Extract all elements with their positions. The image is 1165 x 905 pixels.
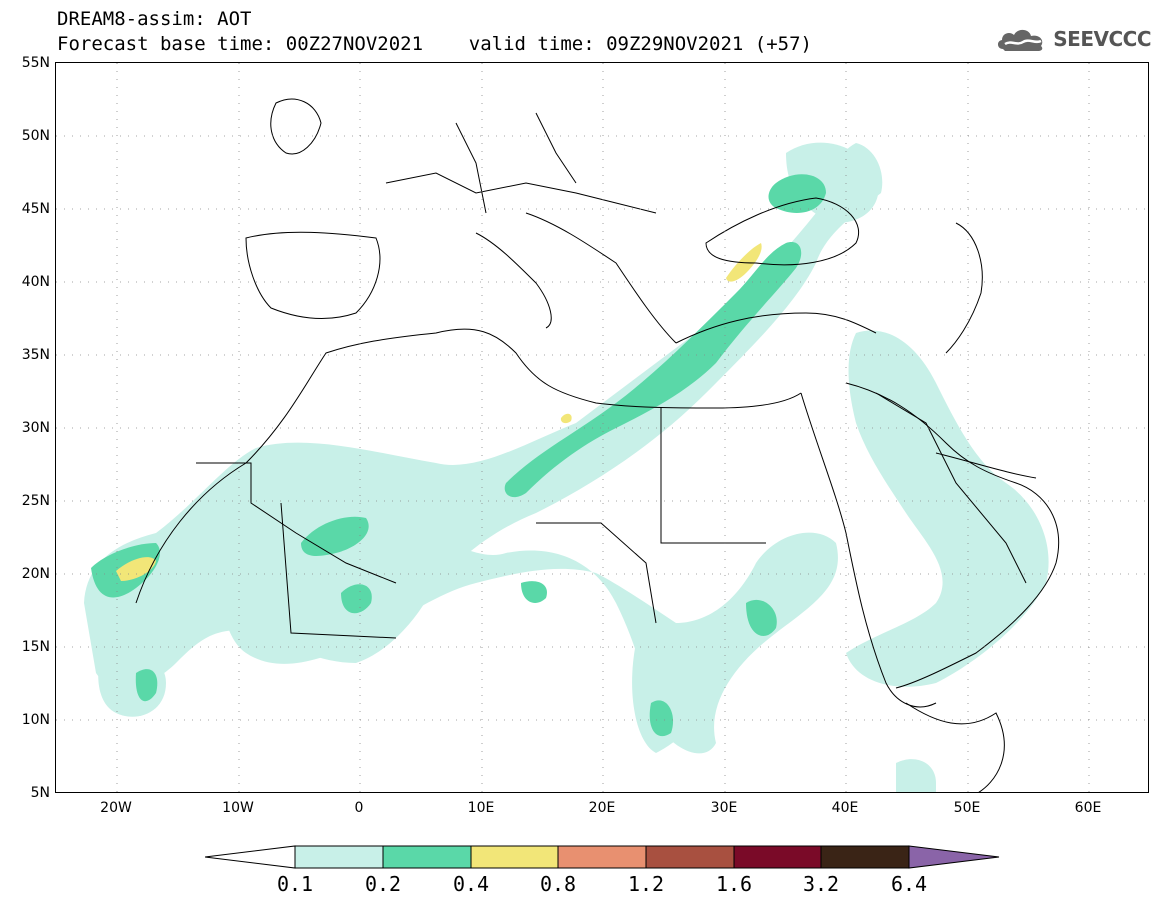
colorbar-segment <box>557 845 647 869</box>
coastline-horn <box>905 702 1005 792</box>
lon-label: 20E <box>588 800 616 816</box>
colorbar-high-arrow <box>908 845 1000 869</box>
border-mali-niger <box>280 502 397 639</box>
lat-label: 30N <box>21 420 50 436</box>
coastline-uk <box>270 98 322 155</box>
colorbar-tick-label: 6.4 <box>890 872 928 896</box>
coastlines-borders <box>135 98 1060 792</box>
lat-label: 25N <box>21 493 50 509</box>
logo-text: SEEVCCC <box>1053 27 1151 51</box>
coastline-balkans <box>525 212 677 344</box>
aot-plume-niger <box>341 584 372 614</box>
colorbar-tick-label: 1.2 <box>627 872 665 896</box>
colorbar-segment <box>733 845 822 869</box>
colorbar-tick-label: 0.8 <box>539 872 577 896</box>
lon-label: 20W <box>100 800 132 816</box>
lon-label: 60E <box>1074 800 1102 816</box>
forecast-time-line: Forecast base time: 00Z27NOV2021 valid t… <box>57 33 812 55</box>
aot-plume-crimea <box>768 174 826 213</box>
aot-plume-guinea <box>135 669 158 702</box>
lat-label: 40N <box>21 274 50 290</box>
lat-label: 35N <box>21 347 50 363</box>
colorbar-tick-label: 0.1 <box>276 872 314 896</box>
map-area <box>55 62 1149 793</box>
lat-label: 15N <box>21 639 50 655</box>
aot-plume-chad <box>521 581 547 603</box>
coastline-caspian <box>945 222 983 354</box>
colorbar-segment <box>382 845 472 869</box>
colorbar-segment <box>294 845 384 869</box>
colorbar-tick-label: 3.2 <box>802 872 840 896</box>
coastline-italy <box>475 232 552 329</box>
border-europe-1 <box>385 172 657 214</box>
lon-label: 10E <box>467 800 495 816</box>
aot-plume-high-3 <box>560 413 572 424</box>
aot-plume-sudan-green <box>746 599 777 636</box>
aot-plume-arabia <box>846 330 1049 687</box>
lon-label: 10W <box>222 800 254 816</box>
lat-label: 45N <box>21 201 50 217</box>
colorbar-segment <box>645 845 735 869</box>
aot-plume-ss <box>649 700 674 737</box>
lat-label: 20N <box>21 566 50 582</box>
border-libya-egypt <box>660 408 766 544</box>
border-algeria-mali <box>196 462 397 584</box>
coastline-arabia <box>845 382 1060 689</box>
border-europe-2 <box>455 122 487 214</box>
border-europe-3 <box>535 112 577 184</box>
seevccc-logo: SEEVCCC <box>995 25 1151 53</box>
coastline-black-sea <box>705 197 860 266</box>
coastline-red-sea <box>800 392 937 708</box>
lon-label: 30E <box>710 800 738 816</box>
colorbar-tick-label: 0.4 <box>452 872 490 896</box>
coastline-turkey <box>675 312 877 344</box>
border-saudi <box>875 392 1027 584</box>
colorbar-tick-label: 1.6 <box>715 872 753 896</box>
coastline-iberia <box>245 231 381 319</box>
colorbar-low-arrow <box>205 845 296 869</box>
aot-colorbar <box>205 845 1000 869</box>
colorbar-tick-label: 0.2 <box>364 872 402 896</box>
aot-plume-high-1 <box>116 557 156 581</box>
aot-map <box>56 63 1148 792</box>
coastline-persian-gulf <box>935 452 1037 479</box>
map-title: DREAM8-assim: AOT <box>57 8 252 30</box>
aot-plume-mid <box>504 242 802 498</box>
lat-label: 5N <box>30 785 50 801</box>
colorbar-segment <box>820 845 910 869</box>
lat-label: 55N <box>21 55 50 71</box>
cloud-logo-icon <box>998 29 1043 51</box>
lat-label: 50N <box>21 128 50 144</box>
colorbar-segment <box>470 845 559 869</box>
aot-contours <box>84 142 1049 792</box>
lon-label: 50E <box>953 800 981 816</box>
lon-label: 40E <box>831 800 859 816</box>
lon-label: 0 <box>354 800 364 816</box>
lat-label: 10N <box>21 712 50 728</box>
border-chad-sudan <box>536 522 657 624</box>
aot-plume-horn <box>896 759 936 792</box>
